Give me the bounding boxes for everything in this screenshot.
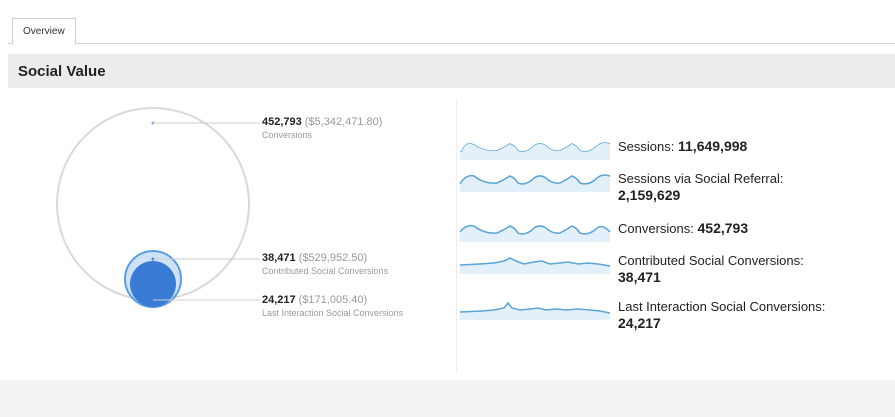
social-value-panel: 452,793 ($5,342,471.80) Conversions 38,47… xyxy=(8,96,895,378)
footer-band xyxy=(0,380,895,417)
sessions-value: 11,649,998 xyxy=(678,138,748,154)
contributed-caption: Contributed Social Conversions xyxy=(262,266,389,276)
contributed-sparkline xyxy=(460,257,611,274)
social-referral-text: Sessions via Social Referral: 2,159,629 xyxy=(618,170,783,204)
last-interaction-sparkline xyxy=(460,301,611,320)
contributed-metric-label: Contributed Social Conversions: xyxy=(618,253,804,268)
conversions-sparkline xyxy=(460,224,611,242)
circles-graphic xyxy=(56,107,260,308)
panel-divider xyxy=(456,100,457,372)
contributed-metric-text: Contributed Social Conversions: 38,471 xyxy=(618,252,804,286)
section-title: Social Value xyxy=(18,63,106,80)
metrics-list: Sessions: 11,649,998 Sessions via Social… xyxy=(460,96,895,378)
last-interaction-money: ($171,005.40) xyxy=(298,294,368,306)
sessions-label: Sessions: xyxy=(618,139,675,154)
conversions-metric-label: Conversions: xyxy=(618,221,694,236)
last-interaction-circle xyxy=(130,261,176,307)
section-header: Social Value xyxy=(8,54,895,88)
social-referral-label: Sessions via Social Referral: xyxy=(618,171,784,186)
last-interaction-metric-text: Last Interaction Social Conversions: 24,… xyxy=(618,298,825,332)
last-interaction-value: 24,217 xyxy=(262,294,296,306)
social-referral-sparkline xyxy=(460,174,611,192)
contributed-label: 38,471 ($529,952.50) Contributed Social C… xyxy=(262,252,388,276)
sessions-text: Sessions: 11,649,998 xyxy=(618,138,747,155)
contributed-value: 38,471 xyxy=(262,252,296,264)
conversions-metric-value: 452,793 xyxy=(697,220,749,236)
tab-bar: Overview xyxy=(8,10,895,45)
tab-overview[interactable]: Overview xyxy=(12,18,76,45)
last-interaction-label: 24,217 ($171,005.40) Last Interaction Soc… xyxy=(262,294,403,318)
conversions-metric-text: Conversions: 452,793 xyxy=(618,220,748,237)
last-interaction-metric-value: 24,217 xyxy=(618,315,661,331)
social-referral-value: 2,159,629 xyxy=(618,187,681,203)
sessions-sparkline xyxy=(460,142,611,160)
last-interaction-metric-label: Last Interaction Social Conversions: xyxy=(618,299,826,314)
conversions-caption: Conversions xyxy=(262,130,313,140)
conversions-value: 452,793 xyxy=(262,116,302,128)
conversion-circles: 452,793 ($5,342,471.80) Conversions 38,47… xyxy=(8,96,468,378)
contributed-metric-value: 38,471 xyxy=(618,269,661,285)
contributed-money: ($529,952.50) xyxy=(298,252,368,264)
conversions-money: ($5,342,471.80) xyxy=(304,116,383,128)
conversions-label: 452,793 ($5,342,471.80) Conversions xyxy=(262,116,382,140)
last-interaction-caption: Last Interaction Social Conversions xyxy=(262,308,404,318)
